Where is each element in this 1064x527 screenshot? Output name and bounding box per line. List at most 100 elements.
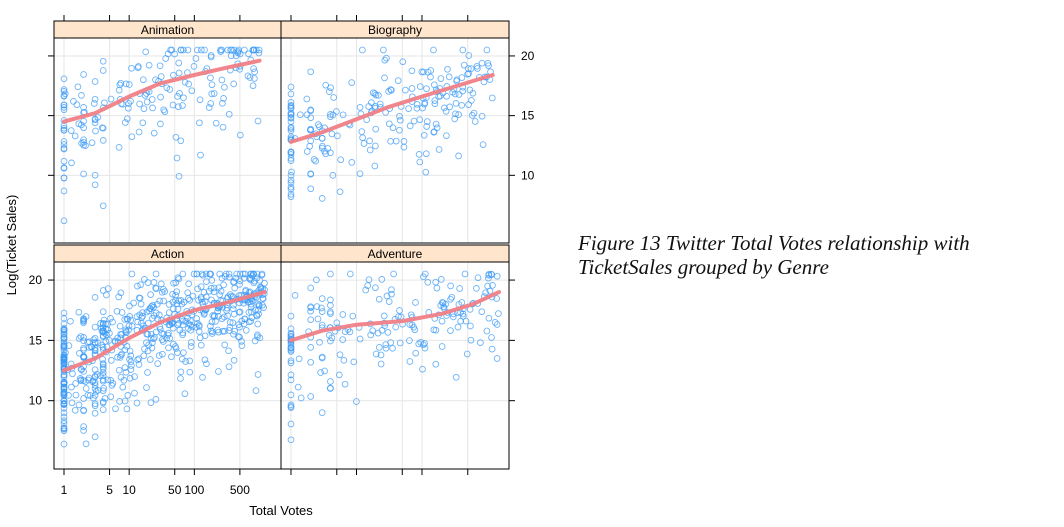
data-point [143,384,150,391]
data-point [238,317,246,325]
data-point [287,420,295,428]
data-point [207,100,215,107]
x-axis-title: Total Votes [249,503,313,518]
data-point [287,376,295,384]
data-point [238,338,245,345]
y-tick-label-left: 10 [29,394,43,408]
data-point [219,123,227,131]
data-point [385,120,393,128]
data-point [139,312,146,320]
data-point [91,433,99,441]
data-point [356,335,364,343]
data-point [149,301,157,309]
data-point [310,156,318,163]
data-point [246,74,254,81]
data-point [88,139,96,147]
data-point [159,350,166,358]
data-point [381,56,389,64]
data-point [493,321,501,328]
data-point [185,325,192,332]
figure-caption: Figure 13 Twitter Total Votes relationsh… [578,231,970,279]
data-point [484,282,491,290]
data-point [157,93,164,101]
data-point [190,63,198,70]
data-point [307,68,315,76]
data-point [458,101,466,109]
data-point [443,92,450,100]
data-point [91,334,99,342]
data-point [253,312,261,320]
data-point [250,46,257,54]
data-point [122,368,130,376]
data-point [126,374,134,382]
data-point [251,277,258,285]
data-point [336,188,344,196]
data-point [372,284,379,292]
data-point [77,376,85,384]
y-tick-label-left: 20 [29,273,43,287]
data-point [252,306,259,314]
data-point [122,326,129,334]
data-point [416,116,424,124]
data-point [478,112,486,120]
data-point [445,73,453,81]
data-point [394,77,402,84]
data-point [396,126,403,134]
data-point [419,341,427,349]
data-point [307,107,315,115]
data-point [218,76,226,84]
data-point [74,83,82,91]
data-point [139,76,147,84]
data-point [307,316,315,324]
data-point [303,111,311,119]
data-point [128,133,136,141]
data-point [115,366,123,374]
y-tick-label-left: 15 [29,333,43,347]
data-point [80,138,87,146]
data-point [307,303,315,311]
data-point [174,305,182,313]
panel-animation: Animation [53,20,282,244]
data-point [380,312,388,320]
data-point [247,274,254,282]
data-point [122,80,130,88]
data-point [287,172,295,179]
data-point [488,334,495,341]
data-point [171,50,178,58]
data-point [60,338,68,346]
data-point [149,104,156,112]
data-point [359,46,366,54]
data-point [369,89,377,97]
points-adventure [287,270,502,444]
data-point [366,137,373,145]
data-point [137,300,145,308]
data-point [389,124,397,132]
data-point [374,329,382,337]
data-point [372,350,380,358]
data-point [121,397,129,405]
data-point [229,319,237,327]
data-point [199,271,207,279]
data-point [60,104,68,111]
data-point [495,310,502,317]
data-point [287,186,295,193]
data-point [201,46,208,54]
data-point [99,308,107,316]
data-point [119,383,127,391]
data-point [188,87,196,95]
panel-border [280,244,510,470]
data-point [245,50,252,58]
data-point [412,349,420,357]
data-point [483,327,491,335]
data-point [137,281,144,289]
data-point [372,125,380,133]
data-point [125,326,132,334]
data-point [316,123,323,131]
data-point [238,342,246,349]
data-point [452,373,460,381]
panel-border [53,20,282,244]
data-point [116,322,124,330]
data-point [371,162,379,170]
data-point [365,276,373,284]
data-point [349,312,357,320]
